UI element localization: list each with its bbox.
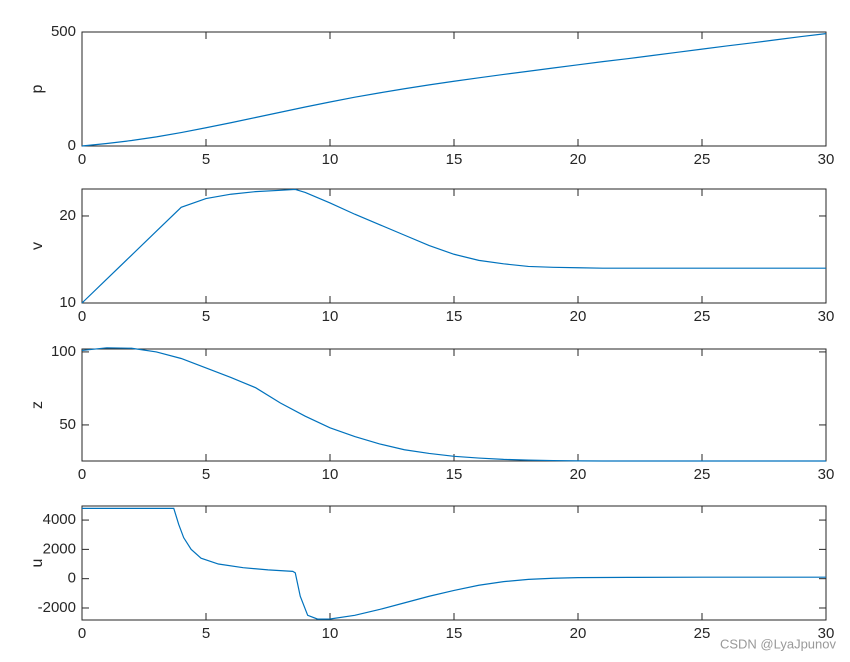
x-tick-label: 15 — [446, 308, 463, 325]
y-axis-label: v — [29, 242, 46, 250]
x-tick-label: 5 — [202, 625, 210, 642]
x-tick-label: 30 — [818, 308, 835, 325]
x-tick-label: 0 — [78, 625, 86, 642]
y-axis-label: p — [29, 84, 46, 93]
y-axis-label: u — [29, 559, 46, 568]
x-tick-label: 25 — [694, 308, 711, 325]
data-line — [81, 347, 826, 462]
x-tick-label: 15 — [446, 625, 463, 642]
y-tick-label: 10 — [59, 294, 76, 311]
data-line — [82, 507, 826, 620]
watermark: CSDN @LyaJpunov — [720, 636, 837, 651]
x-tick-label: 30 — [818, 151, 835, 168]
x-tick-label: 20 — [570, 625, 587, 642]
x-tick-label: 30 — [818, 466, 835, 483]
y-tick-label: 0 — [68, 570, 76, 587]
x-tick-label: 10 — [322, 151, 339, 168]
y-tick-label: 4000 — [43, 511, 76, 528]
x-tick-label: 5 — [202, 466, 210, 483]
x-tick-label: 0 — [78, 466, 86, 483]
x-tick-label: 0 — [78, 151, 86, 168]
y-axis-label: z — [29, 401, 46, 409]
x-tick-label: 5 — [202, 308, 210, 325]
y-tick-label: 100 — [51, 343, 76, 360]
data-line — [81, 188, 826, 304]
x-tick-label: 25 — [694, 625, 711, 642]
x-tick-label: 30 — [818, 625, 835, 642]
x-tick-label: 20 — [570, 151, 587, 168]
x-tick-label: 25 — [694, 466, 711, 483]
y-tick-label: 0 — [68, 137, 76, 154]
x-tick-label: 10 — [322, 308, 339, 325]
y-tick-label: 2000 — [43, 540, 76, 557]
x-tick-label: 10 — [322, 466, 339, 483]
data-line — [81, 33, 827, 147]
x-tick-label: 10 — [322, 625, 339, 642]
y-tick-label: 500 — [51, 23, 76, 40]
x-tick-label: 15 — [446, 151, 463, 168]
x-tick-label: 5 — [202, 151, 210, 168]
x-tick-label: 15 — [446, 466, 463, 483]
y-tick-label: -2000 — [38, 599, 76, 616]
x-tick-label: 25 — [694, 151, 711, 168]
y-tick-label: 50 — [59, 416, 76, 433]
x-tick-label: 20 — [570, 308, 587, 325]
x-tick-label: 20 — [570, 466, 587, 483]
y-tick-label: 20 — [59, 207, 76, 224]
x-tick-label: 0 — [78, 308, 86, 325]
